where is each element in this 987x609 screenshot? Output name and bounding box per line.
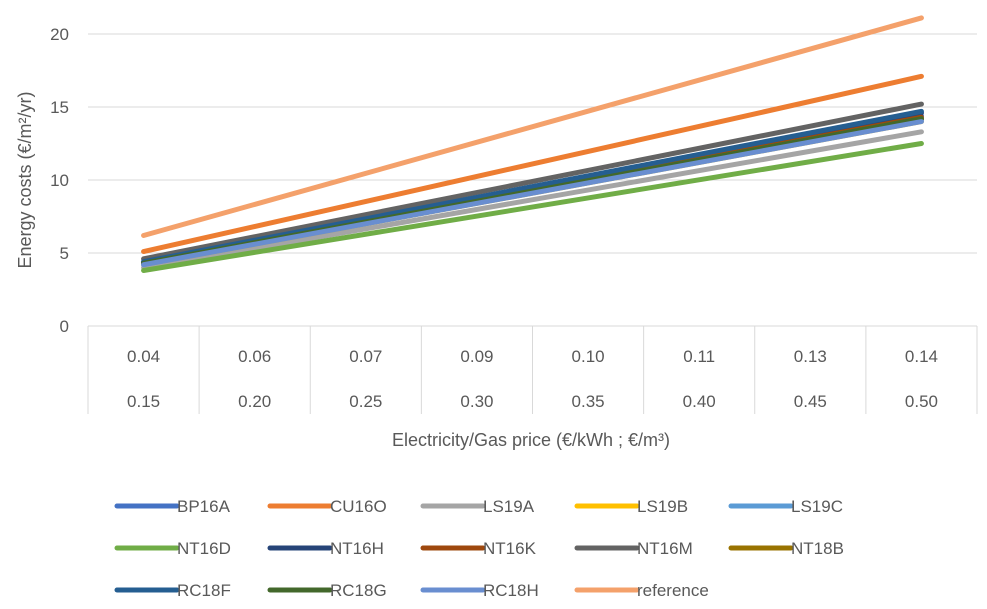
legend-label-ls19b: LS19B (637, 497, 688, 516)
y-tick-label: 10 (50, 171, 69, 190)
x-tick-label-gas: 0.25 (349, 392, 382, 411)
x-tick-label-electricity: 0.07 (349, 347, 382, 366)
gridlines (88, 33, 977, 254)
x-tick-label-electricity: 0.10 (572, 347, 605, 366)
x-tick-label-gas: 0.15 (127, 392, 160, 411)
y-axis-ticks: 0 5 10 15 20 (50, 25, 69, 336)
x-axis-title: Electricity/Gas price (€/kWh ; €/m³) (392, 430, 670, 450)
legend: BP16A CU16O LS19A LS19B LS19C NT16D NT16H NT16K… (114, 497, 844, 600)
series-line-nt16m (141, 101, 924, 262)
x-tick-label-gas: 0.50 (905, 392, 938, 411)
x-tick-label-gas: 0.35 (572, 392, 605, 411)
y-axis-title: Energy costs (€/m²/yr) (15, 91, 35, 268)
x-axis-category-table: 0.04 0.15 0.06 0.20 0.07 0.25 0.09 0.30 0.10 0.35… (87, 325, 978, 414)
legend-label-nt18b: NT18B (791, 539, 844, 558)
x-tick-label-electricity: 0.13 (794, 347, 827, 366)
legend-label-nt16h: NT16H (330, 539, 384, 558)
legend-label-rc18g: RC18G (330, 581, 387, 600)
series-line-reference (141, 15, 924, 238)
y-tick-label: 0 (60, 317, 69, 336)
y-tick-label: 20 (50, 25, 69, 44)
legend-label-reference: reference (637, 581, 709, 600)
legend-label-nt16m: NT16M (637, 539, 693, 558)
x-tick-label-gas: 0.20 (238, 392, 271, 411)
x-tick-label-gas: 0.45 (794, 392, 827, 411)
x-tick-label-electricity: 0.04 (127, 347, 160, 366)
legend-label-ls19a: LS19A (483, 497, 535, 516)
series-lines (141, 15, 924, 274)
legend-label-nt16d: NT16D (177, 539, 231, 558)
x-tick-label-gas: 0.40 (683, 392, 716, 411)
x-tick-label-gas: 0.30 (460, 392, 493, 411)
legend-label-ls19c: LS19C (791, 497, 843, 516)
series-line-nt16d (141, 141, 924, 274)
series-line-ls19a (141, 129, 924, 271)
series-line-cu16o (141, 73, 924, 255)
series-line-rc18h (141, 119, 924, 268)
x-tick-label-electricity: 0.14 (905, 347, 938, 366)
x-tick-label-electricity: 0.09 (460, 347, 493, 366)
legend-label-nt16k: NT16K (483, 539, 537, 558)
x-tick-label-electricity: 0.11 (683, 347, 715, 366)
legend-label-rc18h: RC18H (483, 581, 539, 600)
legend-label-cu16o: CU16O (330, 497, 387, 516)
x-tick-label-electricity: 0.06 (238, 347, 271, 366)
legend-label-bp16a: BP16A (177, 497, 231, 516)
y-tick-label: 5 (60, 244, 69, 263)
legend-label-rc18f: RC18F (177, 581, 231, 600)
y-tick-label: 15 (50, 98, 69, 117)
